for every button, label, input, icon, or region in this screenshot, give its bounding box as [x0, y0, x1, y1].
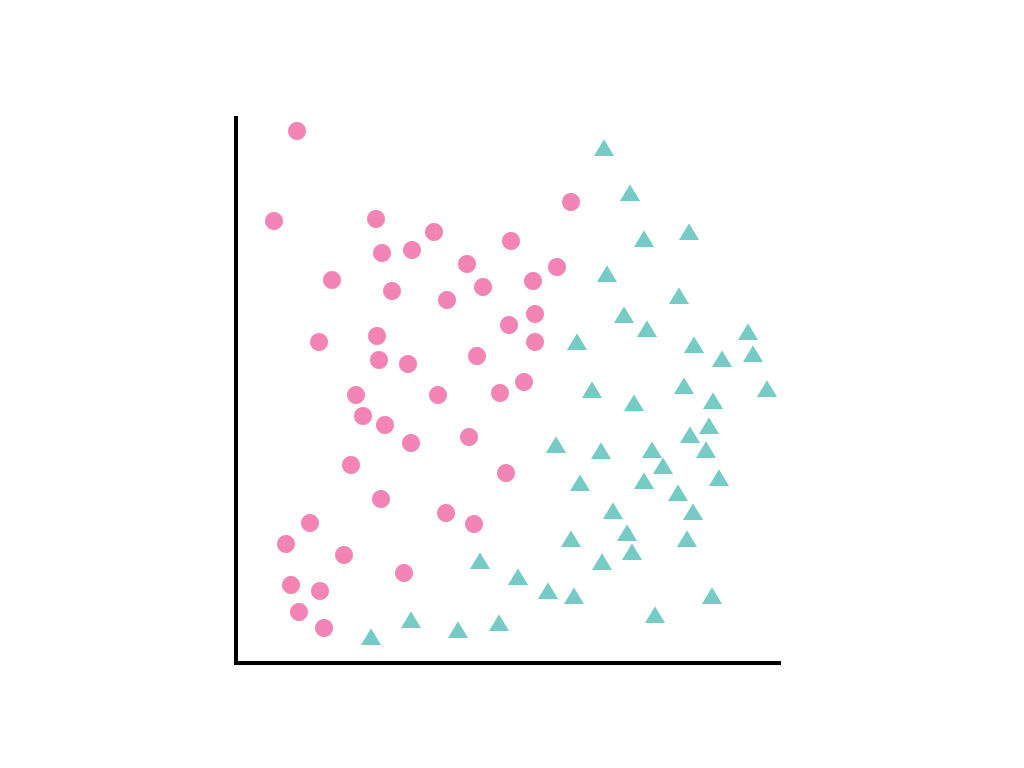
data-point: [310, 333, 328, 351]
data-point: [526, 333, 544, 351]
data-point: [562, 193, 580, 211]
data-point: [698, 417, 720, 434]
data-point: [667, 484, 689, 501]
data-point: [619, 184, 641, 201]
data-point: [644, 606, 666, 623]
data-point: [602, 502, 624, 519]
data-point: [354, 407, 372, 425]
data-point: [548, 258, 566, 276]
data-point: [400, 611, 422, 628]
data-point: [360, 628, 382, 645]
data-point: [468, 347, 486, 365]
data-point: [460, 428, 478, 446]
data-point: [402, 434, 420, 452]
data-point: [673, 377, 695, 394]
data-point: [701, 587, 723, 604]
data-point: [437, 504, 455, 522]
axes-spines-layer: [234, 116, 781, 665]
data-point: [590, 442, 612, 459]
data-point: [438, 291, 456, 309]
data-point: [403, 241, 421, 259]
data-point: [368, 327, 386, 345]
data-point: [447, 621, 469, 638]
data-point: [633, 472, 655, 489]
data-point: [502, 232, 520, 250]
data-point: [383, 282, 401, 300]
data-point: [563, 587, 585, 604]
data-point: [342, 456, 360, 474]
data-point: [301, 514, 319, 532]
data-point: [676, 530, 698, 547]
data-point: [623, 394, 645, 411]
data-point: [474, 278, 492, 296]
data-point: [737, 323, 759, 340]
data-point: [621, 543, 643, 560]
data-point: [367, 210, 385, 228]
data-point: [678, 223, 700, 240]
data-point: [695, 441, 717, 458]
data-point: [593, 139, 615, 156]
data-point: [488, 614, 510, 631]
data-point: [425, 223, 443, 241]
data-point: [683, 336, 705, 353]
data-point: [566, 333, 588, 350]
data-point: [702, 392, 724, 409]
data-point: [347, 386, 365, 404]
data-point: [497, 464, 515, 482]
data-point: [265, 212, 283, 230]
data-point: [507, 568, 529, 585]
series-class-1: [360, 139, 778, 645]
data-point: [581, 381, 603, 398]
data-point: [633, 230, 655, 247]
data-point: [711, 350, 733, 367]
data-point: [652, 457, 674, 474]
data-point: [370, 351, 388, 369]
data-point: [290, 603, 308, 621]
data-point: [458, 255, 476, 273]
data-point: [395, 564, 413, 582]
data-point: [372, 490, 390, 508]
data-point: [399, 355, 417, 373]
data-point: [288, 122, 306, 140]
data-point: [682, 503, 704, 520]
series-class-0: [265, 122, 580, 637]
data-point: [560, 530, 582, 547]
data-point: [335, 546, 353, 564]
data-point: [591, 553, 613, 570]
data-point: [500, 316, 518, 334]
data-point: [526, 305, 544, 323]
data-point: [596, 265, 618, 282]
data-point: [524, 272, 542, 290]
data-point: [282, 576, 300, 594]
data-point: [545, 436, 567, 453]
data-point: [742, 345, 764, 362]
data-point: [429, 386, 447, 404]
data-point: [323, 271, 341, 289]
data-point: [491, 384, 509, 402]
data-point: [469, 552, 491, 569]
data-point: [373, 244, 391, 262]
data-point: [679, 426, 701, 443]
data-point: [537, 582, 559, 599]
data-point: [636, 320, 658, 337]
data-point: [708, 469, 730, 486]
data-point: [376, 416, 394, 434]
data-point: [277, 535, 295, 553]
data-point: [613, 306, 635, 323]
data-point: [515, 373, 533, 391]
data-point: [668, 287, 690, 304]
data-point: [311, 582, 329, 600]
data-point: [616, 524, 638, 541]
data-point: [315, 619, 333, 637]
data-markers-layer: [265, 122, 778, 645]
data-point: [465, 515, 483, 533]
data-point: [569, 474, 591, 491]
data-point: [756, 380, 778, 397]
data-point: [641, 441, 663, 458]
